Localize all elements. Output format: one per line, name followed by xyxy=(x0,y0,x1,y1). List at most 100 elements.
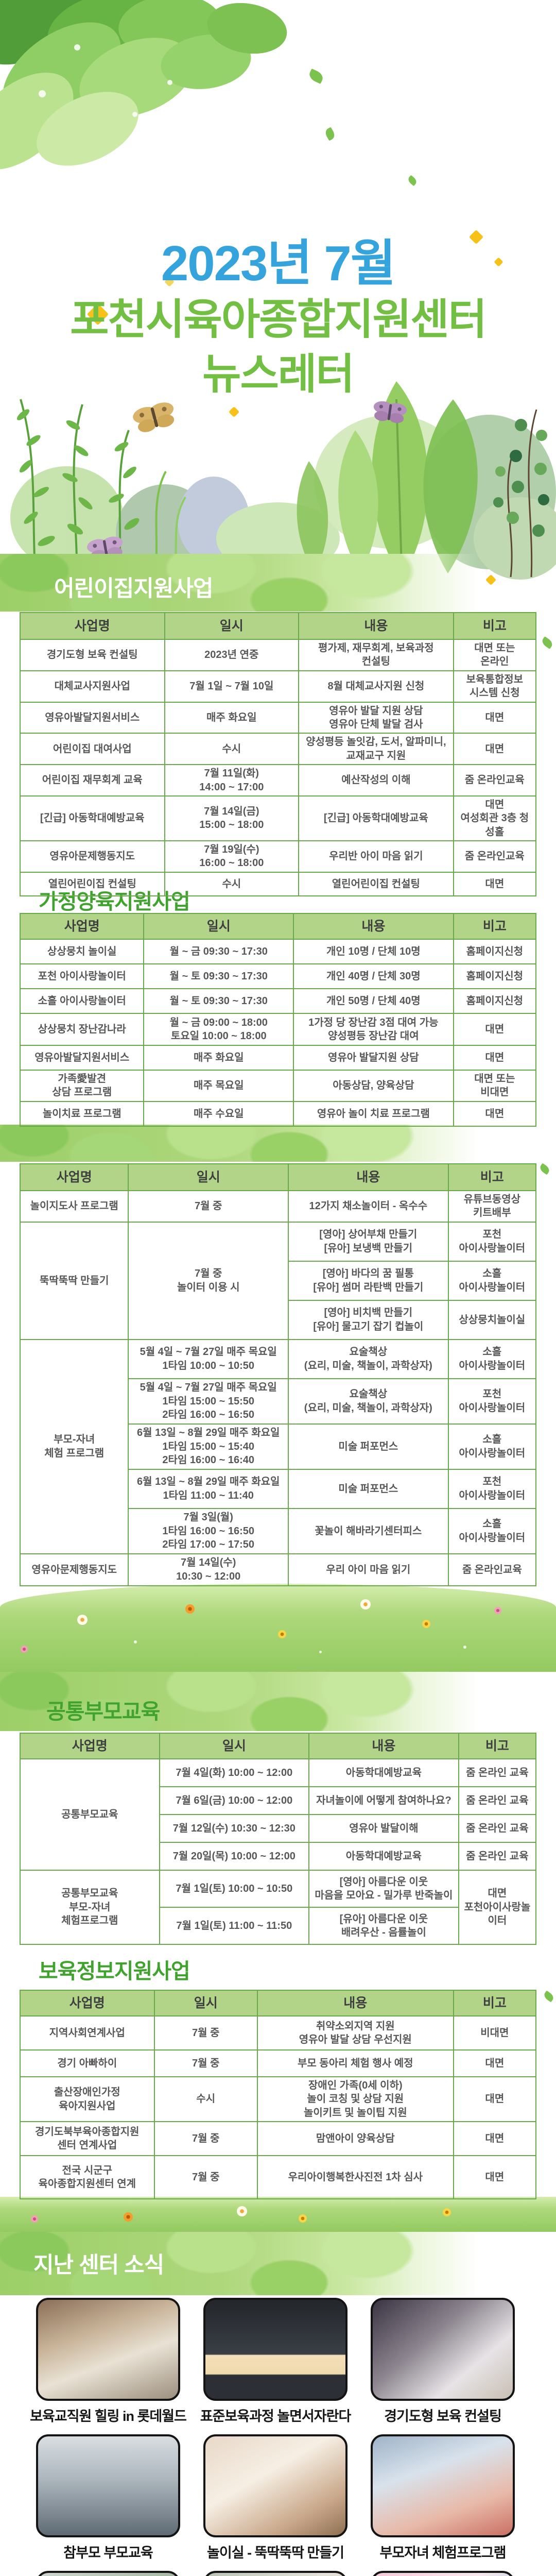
table-cell: 7월 19일(수) 16:00 ~ 18:00 xyxy=(164,840,300,873)
table-cell: 부모-자녀 체험 프로그램 xyxy=(19,1338,129,1554)
table-cell: 출산장애인가정 육아지원사업 xyxy=(20,2076,155,2123)
table-cell: 요술책상 (요리, 미술, 책놀이, 과학상자) xyxy=(288,1338,449,1379)
table-cell: 대면 xyxy=(453,1045,537,1071)
table-cell: 소흘 아이사랑놀이터 xyxy=(447,1260,537,1301)
leaf-icon xyxy=(307,69,325,84)
column-header: 일시 xyxy=(164,612,300,640)
table-cell: 소흘 아이사랑놀이터 xyxy=(447,1423,537,1470)
table-cell: 7월 1일(토) 10:00 ~ 10:50 xyxy=(159,1870,310,1908)
table-cell: 매주 화요일 xyxy=(164,701,300,734)
program-table-t2: 사업명 일시 내용 비고 상상뭉치 놀이실 월 ~ 금 09:30 ~ 17:30 개인 1… xyxy=(19,913,537,1127)
table-cell: 경기도북부육아종합지원 센터 연계사업 xyxy=(20,2121,155,2157)
table-cell: 아동학대예방교육 xyxy=(308,1758,459,1787)
table-cell: 유튜브동영상 키트배부 xyxy=(447,1190,537,1223)
table-cell: 놀이치료 프로그램 xyxy=(19,1100,145,1127)
table-cell: 공통부모교육 xyxy=(20,1758,160,1871)
table-cell: 7월 1일 ~ 7월 10일 xyxy=(164,670,300,703)
table-cell: 줌 온라인 교육 xyxy=(458,1814,537,1843)
table-cell: 양성평등 놀잇감, 도서, 알파미니, 교재교구 지원 xyxy=(298,733,454,766)
column-header: 일시 xyxy=(153,1990,258,2016)
table-cell: 경기 아빠하이 xyxy=(20,2049,155,2077)
garden-illustration xyxy=(10,381,556,584)
program-table-t5: 사업명 일시 내용 비고 지역사회연계사업 7월 중 취약소외지역 지원 영유아 발달 상담… xyxy=(20,1990,537,2200)
table-cell: 보육통합정보 시스템 신청 xyxy=(453,670,537,703)
newsletter-title: 뉴스레터 xyxy=(202,351,355,398)
table-cell: 7월 중 xyxy=(153,2121,258,2157)
table-cell: 가족愛발견 상담 프로그램 xyxy=(19,1070,145,1102)
table-cell: [영아] 비치백 만들기 [유아] 물고기 잡기 컵놀이 xyxy=(288,1299,449,1340)
leaf-icon xyxy=(323,127,337,141)
table-cell: 7월 4일(화) 10:00 ~ 12:00 xyxy=(159,1758,310,1787)
table-cell: 대면 xyxy=(453,1013,537,1046)
leaf-icon xyxy=(542,1990,555,2003)
table-cell: 자녀놀이에 어떻게 참여하나요? xyxy=(308,1786,459,1815)
table-cell: 5월 4일 ~ 7월 27일 매주 목요일 1타임 10:00 ~ 10:50 xyxy=(128,1338,289,1379)
table-cell: 매주 목요일 xyxy=(143,1070,294,1102)
table-cell: [영아] 아름다운 이웃 마음을 모아요 - 밀가루 반죽놀이 xyxy=(308,1870,459,1908)
program-table-t1: 사업명 일시 내용 비고 경기도형 보육 컨설팅 2023년 연중 평가제, 재무회계, 보… xyxy=(20,612,537,896)
table-cell: 줌 온라인 교육 xyxy=(458,1842,537,1871)
photo-caption: 보육교직원 힐링 in 롯데월드 xyxy=(30,2409,187,2424)
table-cell: 개인 10명 / 단체 10명 xyxy=(293,939,454,964)
column-header: 내용 xyxy=(256,1990,454,2016)
news-photo xyxy=(371,2571,515,2576)
table-cell: 대체교사지원사업 xyxy=(20,670,165,703)
column-header: 일시 xyxy=(159,1733,310,1759)
table-cell: 어린이집 재무회계 교육 xyxy=(20,764,165,796)
table-cell: 영유아 놀이 치료 프로그램 xyxy=(293,1100,454,1127)
column-header: 내용 xyxy=(288,1163,449,1191)
grass-band xyxy=(0,1584,556,1672)
table-cell: 대면 xyxy=(453,2076,537,2123)
table-cell: [영아] 바다의 꿈 필통 [유아] 썸머 라탄백 만들기 xyxy=(288,1260,449,1301)
photo-caption: 경기도형 보육 컨설팅 xyxy=(384,2409,502,2424)
table-cell: 7월 중 xyxy=(153,2049,258,2077)
table-cell: 포천 아이사랑놀이터 xyxy=(19,963,145,989)
table-cell: 예산작성의 이해 xyxy=(298,764,454,796)
table-cell: 대면 xyxy=(453,701,537,734)
news-photo xyxy=(36,2571,180,2576)
butterfly-icon xyxy=(133,402,175,432)
table-cell: 미술 퍼포먼스 xyxy=(288,1468,449,1509)
news-photo xyxy=(36,2434,180,2537)
program-table-t4: 사업명 일시 내용 비고 공통부모교육 7월 4일(화) 10:00 ~ 12:00 아동학… xyxy=(20,1733,537,1945)
table-cell: 수시 xyxy=(153,2076,258,2123)
column-header: 일시 xyxy=(143,913,294,940)
table-cell: 영유아문제행동지도 xyxy=(19,1553,129,1586)
table-cell: 영유아 발달이해 xyxy=(308,1814,459,1843)
table-cell: 홈페이지신청 xyxy=(453,988,537,1014)
table-cell: [유아] 아름다운 이웃 배려우산 - 음률놀이 xyxy=(308,1907,459,1945)
column-header: 사업명 xyxy=(20,1990,155,2016)
table-cell: 부모 동아리 체험 행사 예정 xyxy=(256,2049,454,2077)
column-header: 비고 xyxy=(453,612,537,640)
table-cell: 월 ~ 토 09:30 ~ 17:30 xyxy=(143,988,294,1014)
table-cell: 줌 온라인 교육 xyxy=(458,1786,537,1815)
table-cell: 대면 xyxy=(453,1100,537,1127)
leaf-icon xyxy=(540,636,554,649)
table-cell: 영유아발달지원서비스 xyxy=(19,1045,145,1071)
table-cell: 소흘 아이사랑놀이터 xyxy=(447,1338,537,1379)
table-cell: 7월 3일(월) 1타임 16:00 ~ 16:50 2타임 17:00 ~ 1… xyxy=(128,1507,289,1554)
table-cell: 대면 xyxy=(453,871,537,896)
table-cell: 전국 시군구 육아종합지원센터 연계 xyxy=(20,2155,155,2200)
table-cell: 8월 대체교사지원 신청 xyxy=(298,670,454,703)
column-header: 일시 xyxy=(128,1163,289,1191)
column-header: 사업명 xyxy=(20,612,165,640)
table-cell: 1가정 당 장난감 3점 대여 가능 양성평등 장난감 대여 xyxy=(293,1013,454,1046)
table-cell: 우리아이행복한사진전 1차 심사 xyxy=(256,2155,454,2200)
grass-band xyxy=(0,2197,556,2232)
divider-band xyxy=(0,1125,556,1162)
section-title-parent: 공통부모교육 xyxy=(46,1700,160,1723)
leaf-icon xyxy=(538,1163,551,1175)
section-title-info: 보육정보지원사업 xyxy=(39,1959,190,1983)
table-cell: 5월 4일 ~ 7월 27일 매주 목요일 1타임 15:00 ~ 15:50 … xyxy=(128,1378,289,1425)
table-cell: 7월 중 xyxy=(153,2155,258,2200)
table-cell: 12가지 채소놀이터 - 옥수수 xyxy=(288,1190,449,1223)
photo-caption: 부모자녀 체험프로그램 xyxy=(379,2545,507,2561)
table-cell: 홈페이지신청 xyxy=(453,939,537,964)
table-cell: 줌 온라인교육 xyxy=(447,1553,537,1586)
table-cell: 영유아 발달지원 상담 xyxy=(293,1045,454,1071)
table-cell: 공통부모교육 부모-자녀 체험프로그램 xyxy=(20,1870,160,1945)
table-cell: 홈페이지신청 xyxy=(453,963,537,989)
table-cell: 7월 1일(토) 11:00 ~ 11:50 xyxy=(159,1907,310,1945)
table-cell: 대면 xyxy=(453,733,537,766)
